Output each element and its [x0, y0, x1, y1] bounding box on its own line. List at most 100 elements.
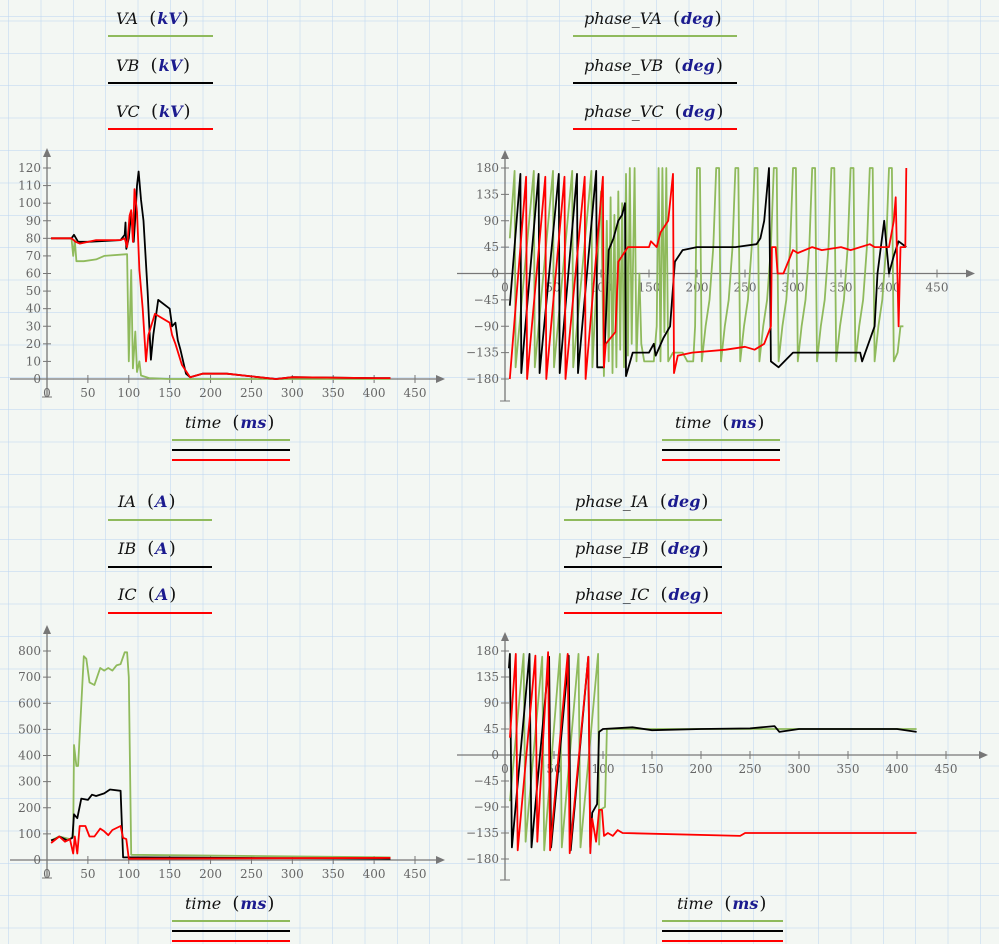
legend-vc: VC (kV) — [116, 101, 191, 122]
series-line-phase-ic — [509, 651, 917, 855]
x-line-c-2 — [172, 940, 290, 942]
legend-line-ia — [108, 519, 212, 521]
y-tick-label: −45 — [474, 293, 499, 307]
y-tick-label: −135 — [466, 346, 499, 360]
legend-line-va — [108, 35, 213, 37]
x-tick-label: 100 — [592, 762, 615, 776]
x-tick-label: 250 — [739, 762, 762, 776]
y-tick-label: 90 — [484, 214, 499, 228]
y-tick-label: −90 — [474, 800, 499, 814]
y-tick-label: 700 — [18, 670, 41, 684]
y-tick-label: −180 — [466, 372, 499, 386]
legend-va: VA (kV) — [116, 8, 189, 29]
y-tick-label: 200 — [18, 801, 41, 815]
y-tick-label: 0 — [491, 267, 499, 281]
legend-phase-ib: phase_IB (deg) — [575, 538, 709, 559]
x-tick-label: 400 — [363, 867, 386, 881]
y-tick-label: 0 — [33, 853, 41, 867]
series-line-va — [51, 237, 391, 380]
y-tick-label: −180 — [466, 852, 499, 866]
x-tick-label: 200 — [686, 281, 709, 295]
y-tick-label: 135 — [476, 187, 499, 201]
x-tick-label: 450 — [935, 762, 958, 776]
legend-phase-ic: phase_IC (deg) — [575, 584, 710, 605]
x-tick-label: 350 — [322, 867, 345, 881]
legend-phase-va: phase_VA (deg) — [584, 8, 722, 29]
x-line-c-0 — [172, 459, 290, 461]
x-tick-label: 350 — [830, 281, 853, 295]
y-tick-label: 110 — [18, 179, 41, 193]
x-axis-label-2: time (ms) — [185, 893, 275, 914]
y-tick-label: 90 — [484, 696, 499, 710]
x-tick-label: 250 — [240, 867, 263, 881]
x-axis-arrow-icon — [966, 269, 975, 278]
legend-line-phase-va — [573, 35, 737, 37]
legend-line-phase-vb — [573, 82, 737, 84]
y-tick-label: 500 — [18, 722, 41, 736]
x-tick-label: 0 — [43, 867, 51, 881]
y-tick-label: 45 — [484, 722, 499, 736]
legend-line-vc — [108, 128, 213, 130]
x-line-a-3 — [662, 920, 783, 922]
series-line-phase-vc — [508, 167, 908, 380]
x-tick-label: 200 — [199, 867, 222, 881]
x-tick-label: 350 — [322, 386, 345, 400]
legend-ia: IA (A) — [118, 491, 176, 512]
y-tick-label: 100 — [18, 196, 41, 210]
y-tick-label: −135 — [466, 826, 499, 840]
y-tick-label: 600 — [18, 696, 41, 710]
y-axis-arrow-icon — [43, 625, 51, 634]
legend-ib: IB (A) — [118, 538, 176, 559]
y-tick-label: 40 — [26, 302, 41, 316]
x-tick-label: 150 — [158, 867, 181, 881]
x-tick-label: 450 — [404, 867, 427, 881]
y-axis-arrow-icon — [501, 632, 509, 641]
y-tick-label: 100 — [18, 827, 41, 841]
x-tick-label: 300 — [281, 386, 304, 400]
x-tick-label: 300 — [281, 867, 304, 881]
legend-vb: VB (kV) — [116, 55, 191, 76]
x-line-b-1 — [662, 449, 780, 451]
y-tick-label: 45 — [484, 240, 499, 254]
series-line-vc — [51, 188, 391, 380]
y-tick-label: 180 — [476, 644, 499, 658]
x-tick-label: 400 — [886, 762, 909, 776]
legend-phase-vb: phase_VB (deg) — [584, 55, 723, 76]
series-line-phase-ib — [508, 653, 917, 852]
x-tick-label: 50 — [80, 867, 95, 881]
x-tick-label: 100 — [117, 386, 140, 400]
x-tick-label: 150 — [158, 386, 181, 400]
y-tick-label: −90 — [474, 319, 499, 333]
x-axis-label-1: time (ms) — [675, 412, 765, 433]
x-tick-label: 450 — [926, 281, 949, 295]
y-tick-label: 0 — [33, 372, 41, 386]
y-axis-arrow-icon — [43, 148, 51, 157]
y-tick-label: 50 — [26, 284, 41, 298]
x-tick-label: 50 — [80, 386, 95, 400]
x-tick-label: 200 — [199, 386, 222, 400]
y-tick-label: 10 — [26, 354, 41, 368]
x-tick-label: 150 — [641, 762, 664, 776]
x-tick-label: 150 — [638, 281, 661, 295]
x-tick-label: 300 — [788, 762, 811, 776]
legend-line-phase-ic — [564, 612, 722, 614]
x-axis-label-3: time (ms) — [677, 893, 767, 914]
y-tick-label: 800 — [18, 644, 41, 658]
legend-phase-ia: phase_IA (deg) — [575, 491, 709, 512]
x-tick-label: 100 — [117, 867, 140, 881]
x-tick-label: 250 — [734, 281, 757, 295]
series-line-vb — [51, 170, 391, 380]
x-tick-label: 450 — [404, 386, 427, 400]
series-line-phase-vb — [508, 167, 907, 378]
x-tick-label: 400 — [363, 386, 386, 400]
y-axis-arrow-icon — [501, 150, 509, 159]
y-tick-label: 180 — [476, 161, 499, 175]
legend-line-phase-ib — [564, 566, 722, 568]
legend-line-ib — [108, 566, 212, 568]
y-tick-label: 120 — [18, 161, 41, 175]
x-tick-label: 0 — [43, 386, 51, 400]
x-tick-label: 350 — [837, 762, 860, 776]
y-tick-label: 135 — [476, 670, 499, 684]
x-axis-arrow-icon — [436, 375, 445, 383]
